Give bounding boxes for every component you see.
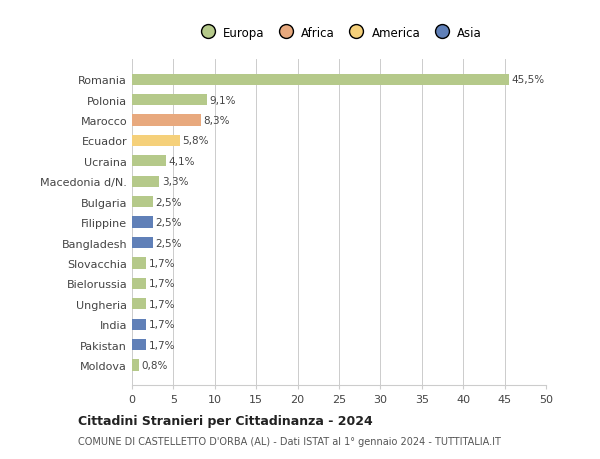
Text: 2,5%: 2,5% (155, 238, 182, 248)
Text: 3,3%: 3,3% (162, 177, 188, 187)
Text: 1,7%: 1,7% (149, 340, 175, 350)
Text: 4,1%: 4,1% (169, 157, 195, 167)
Bar (132, 74, 509, 86)
Bar (132, 115, 201, 126)
Bar (132, 156, 166, 167)
Text: 45,5%: 45,5% (511, 75, 544, 85)
Text: 9,1%: 9,1% (210, 95, 236, 106)
Text: 5,8%: 5,8% (182, 136, 209, 146)
Bar (132, 319, 146, 330)
Text: 1,7%: 1,7% (149, 319, 175, 330)
Bar (132, 135, 180, 147)
Text: COMUNE DI CASTELLETTO D'ORBA (AL) - Dati ISTAT al 1° gennaio 2024 - TUTTITALIA.I: COMUNE DI CASTELLETTO D'ORBA (AL) - Dati… (78, 436, 501, 446)
Text: 8,3%: 8,3% (203, 116, 230, 126)
Bar (132, 258, 146, 269)
Bar (132, 217, 152, 228)
Bar (132, 237, 152, 249)
Legend: Europa, Africa, America, Asia: Europa, Africa, America, Asia (196, 27, 482, 39)
Text: 1,7%: 1,7% (149, 299, 175, 309)
Text: 1,7%: 1,7% (149, 258, 175, 269)
Text: 1,7%: 1,7% (149, 279, 175, 289)
Bar (132, 196, 152, 208)
Bar (132, 298, 146, 310)
Bar (132, 359, 139, 371)
Text: 0,8%: 0,8% (141, 360, 167, 370)
Bar (132, 95, 208, 106)
Text: 2,5%: 2,5% (155, 218, 182, 228)
Bar (132, 339, 146, 350)
Text: Cittadini Stranieri per Cittadinanza - 2024: Cittadini Stranieri per Cittadinanza - 2… (78, 414, 373, 428)
Bar (132, 278, 146, 289)
Text: 2,5%: 2,5% (155, 197, 182, 207)
Bar (132, 176, 160, 187)
